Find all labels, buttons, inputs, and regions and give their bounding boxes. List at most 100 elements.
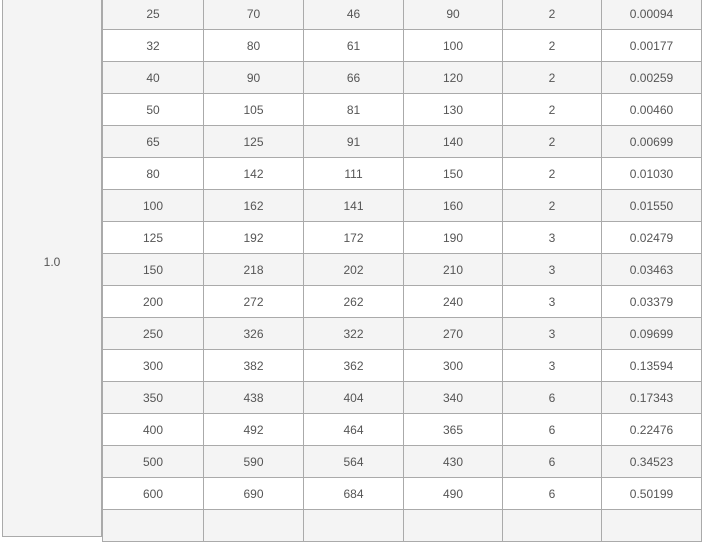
table-cell: 111 <box>303 157 404 190</box>
table-cell: 300 <box>403 349 503 382</box>
table-cell: 0.13594 <box>601 349 702 382</box>
table-cell: 192 <box>203 221 304 254</box>
table-cell: 272 <box>203 285 304 318</box>
table-row: 250 326 322 270 3 0.09699 <box>102 317 702 350</box>
table-cell: 3 <box>502 221 602 254</box>
table-cell: 6 <box>502 445 602 478</box>
table-cell: 270 <box>403 317 503 350</box>
table-cell: 362 <box>303 349 404 382</box>
table-cell: 500 <box>102 445 204 478</box>
table-cell: 80 <box>203 29 304 62</box>
table-cell: 365 <box>403 413 503 446</box>
group-label: 1.0 <box>43 255 61 269</box>
table-cell: 218 <box>203 253 304 286</box>
table-cell: 120 <box>403 61 503 94</box>
table-cell: 172 <box>303 221 404 254</box>
table-cell: 140 <box>403 125 503 158</box>
table-cell: 125 <box>203 125 304 158</box>
table-cell: 202 <box>303 253 404 286</box>
table-row: 150 218 202 210 3 0.03463 <box>102 253 702 286</box>
table-cell: 40 <box>102 61 204 94</box>
table-cell <box>502 509 602 542</box>
table-cell: 326 <box>203 317 304 350</box>
table-cell: 6 <box>502 477 602 510</box>
table-cell <box>102 509 204 542</box>
table-cell: 0.09699 <box>601 317 702 350</box>
table-row: 125 192 172 190 3 0.02479 <box>102 221 702 254</box>
table-cell <box>403 509 503 542</box>
table-cell: 0.17343 <box>601 381 702 414</box>
table-cell: 0.00094 <box>601 0 702 30</box>
table-cell: 300 <box>102 349 204 382</box>
table-row: 500 590 564 430 6 0.34523 <box>102 445 702 478</box>
table-cell: 2 <box>502 189 602 222</box>
table-cell: 130 <box>403 93 503 126</box>
table-cell: 3 <box>502 349 602 382</box>
table-cell: 25 <box>102 0 204 30</box>
table-cell: 200 <box>102 285 204 318</box>
table-cell: 564 <box>303 445 404 478</box>
table-cell: 340 <box>403 381 503 414</box>
table-cell: 2 <box>502 93 602 126</box>
table-cell: 404 <box>303 381 404 414</box>
table-cell: 430 <box>403 445 503 478</box>
table-cell <box>303 509 404 542</box>
table-row: 100 162 141 160 2 0.01550 <box>102 189 702 222</box>
table-cell: 80 <box>102 157 204 190</box>
table-cell <box>203 509 304 542</box>
table-cell: 262 <box>303 285 404 318</box>
table-cell: 3 <box>502 253 602 286</box>
table-cell: 2 <box>502 29 602 62</box>
table-cell: 490 <box>403 477 503 510</box>
table-cell: 65 <box>102 125 204 158</box>
table-cell: 0.01030 <box>601 157 702 190</box>
table-cell: 0.03463 <box>601 253 702 286</box>
table-row: 350 438 404 340 6 0.17343 <box>102 381 702 414</box>
table-row: 400 492 464 365 6 0.22476 <box>102 413 702 446</box>
table-cell: 66 <box>303 61 404 94</box>
table-cell <box>601 509 702 542</box>
table-cell: 2 <box>502 0 602 30</box>
table-cell: 2 <box>502 125 602 158</box>
table-cell: 81 <box>303 93 404 126</box>
table-cell: 2 <box>502 61 602 94</box>
table-cell: 0.50199 <box>601 477 702 510</box>
table-cell: 91 <box>303 125 404 158</box>
table-row: 200 272 262 240 3 0.03379 <box>102 285 702 318</box>
table-cell: 0.00177 <box>601 29 702 62</box>
table-cell: 0.03379 <box>601 285 702 318</box>
table-cell: 684 <box>303 477 404 510</box>
table-cell: 322 <box>303 317 404 350</box>
table-cell: 100 <box>102 189 204 222</box>
table-cell: 0.00259 <box>601 61 702 94</box>
table-cell: 400 <box>102 413 204 446</box>
table-cell: 142 <box>203 157 304 190</box>
table-cell: 3 <box>502 317 602 350</box>
table-row: 600 690 684 490 6 0.50199 <box>102 477 702 510</box>
table-cell: 125 <box>102 221 204 254</box>
table-cell: 70 <box>203 0 304 30</box>
table-cell: 0.34523 <box>601 445 702 478</box>
group-cell: 1.0 <box>2 0 102 537</box>
table-cell: 90 <box>203 61 304 94</box>
table-cell: 100 <box>403 29 503 62</box>
data-table: 25 70 46 90 2 0.00094 32 80 61 100 2 0.00177 40 90 66 1… <box>102 0 702 542</box>
table-row: 65 125 91 140 2 0.00699 <box>102 125 702 158</box>
table-cell: 350 <box>102 381 204 414</box>
table-row: 80 142 111 150 2 0.01030 <box>102 157 702 190</box>
table-cell: 160 <box>403 189 503 222</box>
table-cell: 50 <box>102 93 204 126</box>
table-cell: 492 <box>203 413 304 446</box>
table-cell: 150 <box>102 253 204 286</box>
table-cell: 6 <box>502 413 602 446</box>
table-cell: 210 <box>403 253 503 286</box>
table-cell: 162 <box>203 189 304 222</box>
table-cell: 240 <box>403 285 503 318</box>
table-row: 32 80 61 100 2 0.00177 <box>102 29 702 62</box>
table-cell: 0.01550 <box>601 189 702 222</box>
table-cell: 141 <box>303 189 404 222</box>
table-cell: 190 <box>403 221 503 254</box>
table-cell: 61 <box>303 29 404 62</box>
table-row: 40 90 66 120 2 0.00259 <box>102 61 702 94</box>
table-cell: 250 <box>102 317 204 350</box>
